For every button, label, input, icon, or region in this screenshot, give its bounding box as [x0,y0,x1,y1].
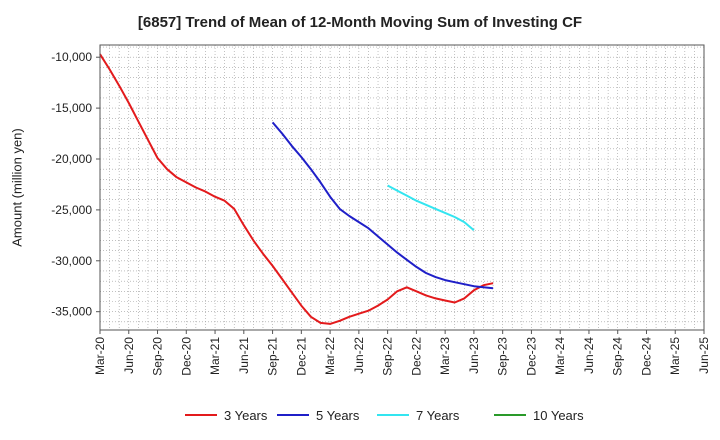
x-tick-label: Jun-23 [467,337,481,374]
x-tick-label: Sep-20 [151,337,165,376]
grid-layer [100,45,704,330]
chart-title: [6857] Trend of Mean of 12-Month Moving … [137,14,583,31]
series-line-5-years [271,121,494,290]
x-tick-label: Sep-21 [266,337,280,376]
legend-label: 10 Years [533,408,584,423]
x-tick-label: Mar-24 [553,337,567,375]
x-tick-label: Mar-25 [668,337,682,375]
legend-label: 5 Years [316,408,360,423]
y-tick-label: -15,000 [51,101,92,115]
legend: 3 Years 5 Years 7 Years 10 Years [185,408,584,423]
series-layer [99,53,494,325]
plot-frame [99,44,705,331]
series-line-3-years [99,53,494,325]
series-line-7-years [387,184,475,232]
x-tick-label: Jun-25 [697,337,711,374]
x-tick-label: Sep-23 [496,337,510,376]
x-tick-label: Mar-20 [93,337,107,375]
x-tick-label: Dec-23 [524,337,538,376]
x-tick-label: Sep-22 [381,337,395,376]
x-tick-label: Dec-24 [639,337,653,376]
legend-label: 3 Years [224,408,268,423]
x-axis: Mar-20 Jun-20 Sep-20 Dec-20 Mar-21 Jun-21 Sep-… [93,330,711,376]
x-tick-label: Mar-22 [323,337,337,375]
x-tick-label: Jun-21 [237,337,251,374]
x-tick-label: Mar-21 [208,337,222,375]
x-tick-label: Sep-24 [611,337,625,376]
x-tick-label: Jun-20 [122,337,136,374]
x-tick-label: Dec-22 [409,337,423,376]
y-tick-label: -35,000 [51,305,92,319]
x-tick-label: Mar-23 [438,337,452,375]
y-axis-label: Amount (million yen) [9,128,24,247]
x-tick-label: Jun-22 [352,337,366,374]
y-tick-label: -20,000 [51,152,92,166]
x-tick-label: Jun-24 [582,337,596,374]
y-tick-label: -30,000 [51,254,92,268]
legend-label: 7 Years [416,408,460,423]
y-tick-label: -25,000 [51,203,92,217]
x-tick-label: Dec-21 [294,337,308,376]
y-tick-label: -10,000 [51,50,92,64]
y-axis: -10,000 -15,000 -20,000 -25,000 -30,000 -35,0… [51,50,100,319]
x-tick-label: Dec-20 [179,337,193,376]
